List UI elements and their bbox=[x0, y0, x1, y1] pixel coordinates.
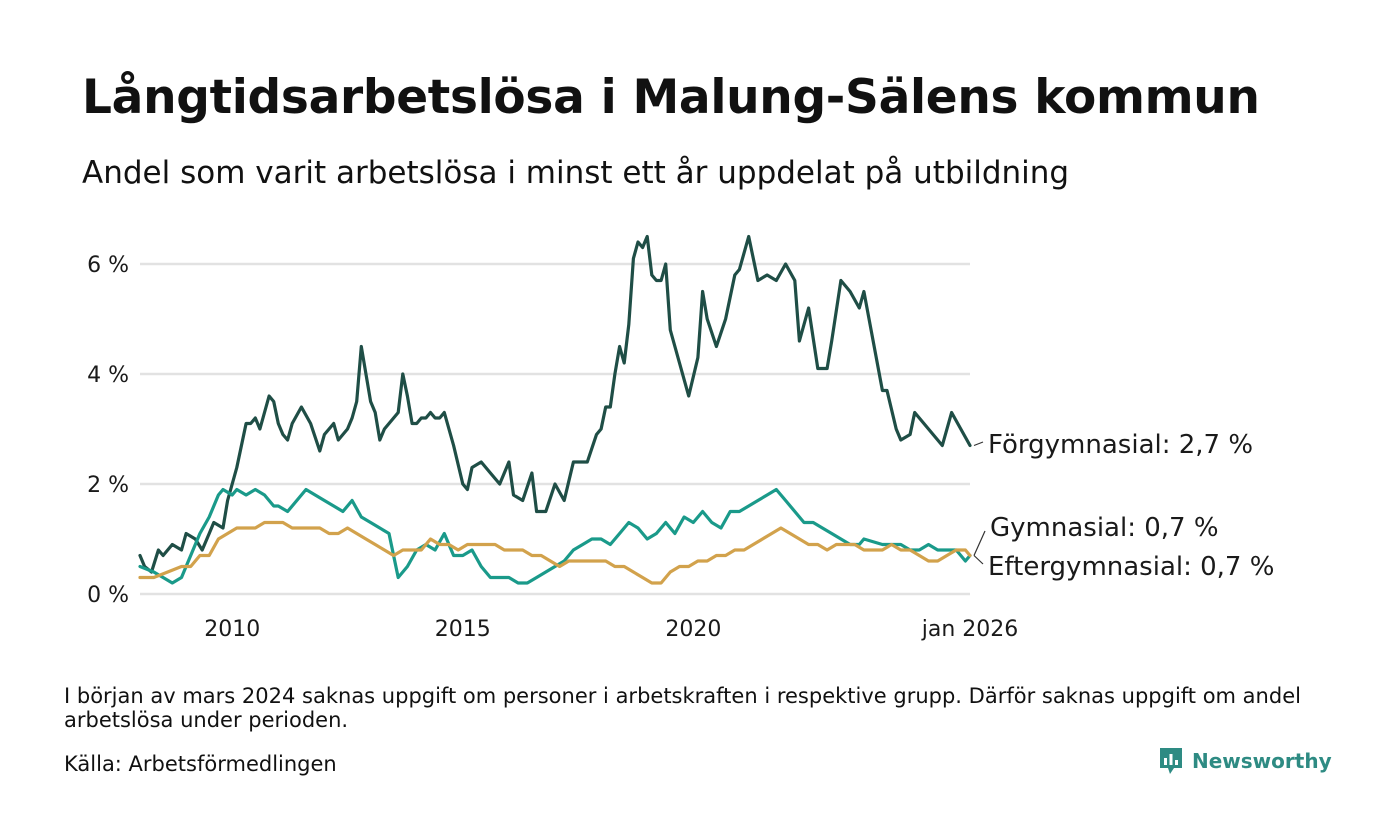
series-end-label-forgymnasial: Förgymnasial: 2,7 % bbox=[988, 430, 1253, 460]
series-lines bbox=[138, 234, 972, 585]
series-line-forgymnasial bbox=[138, 234, 972, 574]
brand-name: Newsworthy bbox=[1192, 749, 1332, 773]
brand-logo[interactable]: Newsworthy bbox=[1158, 746, 1332, 776]
y-tick-label: 2 % bbox=[87, 473, 129, 498]
chart-title: Långtidsarbetslösa i Malung-Sälens kommu… bbox=[82, 70, 1260, 125]
y-tick-label: 0 % bbox=[87, 583, 129, 608]
chart-subtitle: Andel som varit arbetslösa i minst ett å… bbox=[82, 155, 1070, 191]
y-tick-label: 4 % bbox=[87, 363, 129, 388]
series-end-labels: Förgymnasial: 2,7 % Gymnasial: 0,7 % Efter… bbox=[973, 430, 1274, 582]
x-tick-label: 2020 bbox=[665, 617, 721, 642]
footnote: I början av mars 2024 saknas uppgift om … bbox=[64, 684, 1301, 732]
series-line-eftergymnasial bbox=[138, 520, 972, 585]
x-tick-label: 2015 bbox=[435, 617, 491, 642]
newsworthy-logo-icon bbox=[1160, 748, 1182, 774]
x-tick-label: jan 2026 bbox=[921, 617, 1019, 642]
series-end-label-eftergymnasial: Eftergymnasial: 0,7 % bbox=[988, 552, 1274, 582]
label-leader-line bbox=[973, 530, 986, 556]
label-leader-line bbox=[973, 441, 984, 447]
line-chart: 0 % 2 % 4 % 6 % 2010 2015 2020 jan 2026 Förgym… bbox=[87, 234, 1274, 642]
label-leader-line bbox=[973, 555, 984, 565]
y-axis-tick-labels: 0 % 2 % 4 % 6 % bbox=[87, 253, 129, 608]
x-axis-tick-labels: 2010 2015 2020 jan 2026 bbox=[204, 617, 1018, 642]
y-tick-label: 6 % bbox=[87, 253, 129, 278]
source-credit: Källa: Arbetsförmedlingen bbox=[64, 752, 337, 776]
series-line-gymnasial bbox=[138, 487, 972, 585]
gridlines bbox=[140, 262, 970, 596]
x-tick-label: 2010 bbox=[204, 617, 260, 642]
series-end-label-gymnasial: Gymnasial: 0,7 % bbox=[990, 513, 1219, 543]
